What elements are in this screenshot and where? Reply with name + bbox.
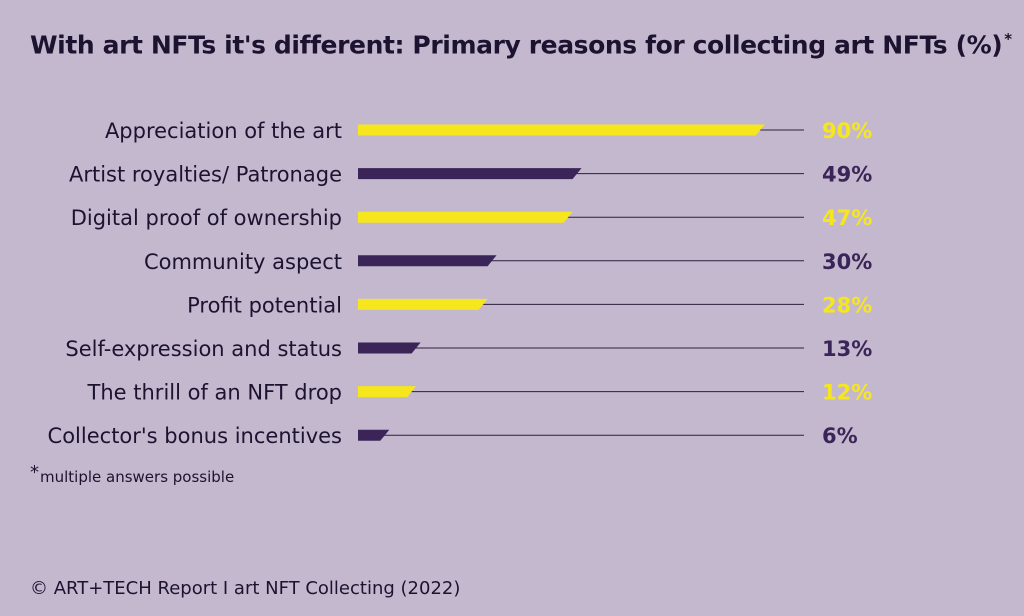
category-label: Profit potential [187, 293, 342, 317]
value-label: 13% [822, 337, 872, 361]
bar [358, 168, 582, 180]
category-label: Appreciation of the art [105, 119, 342, 143]
value-label: 12% [822, 381, 872, 405]
category-label: Digital proof of ownership [71, 206, 342, 230]
bar [358, 211, 573, 223]
chart-title-text: With art NFTs it's different: Primary re… [30, 30, 1003, 60]
value-label: 6% [822, 424, 858, 448]
value-label: 49% [822, 163, 872, 187]
footnote: *multiple answers possible [30, 462, 234, 486]
footnote-mark: * [30, 462, 39, 483]
source-credit: © ART+TECH Report I art NFT Collecting (… [30, 578, 461, 599]
chart-title: With art NFTs it's different: Primary re… [30, 30, 1012, 60]
bar [358, 386, 417, 398]
value-label: 28% [822, 293, 872, 317]
bar [358, 298, 488, 310]
category-label: The thrill of an NFT drop [87, 381, 342, 405]
category-label: Self-expression and status [65, 337, 342, 361]
bar [358, 255, 497, 267]
footnote-text: multiple answers possible [40, 468, 235, 486]
bar [358, 342, 421, 354]
value-label: 47% [822, 206, 872, 230]
title-footnote-mark: * [1004, 30, 1012, 48]
bar [358, 429, 390, 441]
value-label: 90% [822, 119, 872, 143]
value-label: 30% [822, 250, 872, 274]
category-label: Collector's bonus incentives [48, 424, 342, 448]
bar [358, 124, 765, 136]
category-label: Artist royalties/ Patronage [69, 163, 342, 187]
category-label: Community aspect [144, 250, 342, 274]
